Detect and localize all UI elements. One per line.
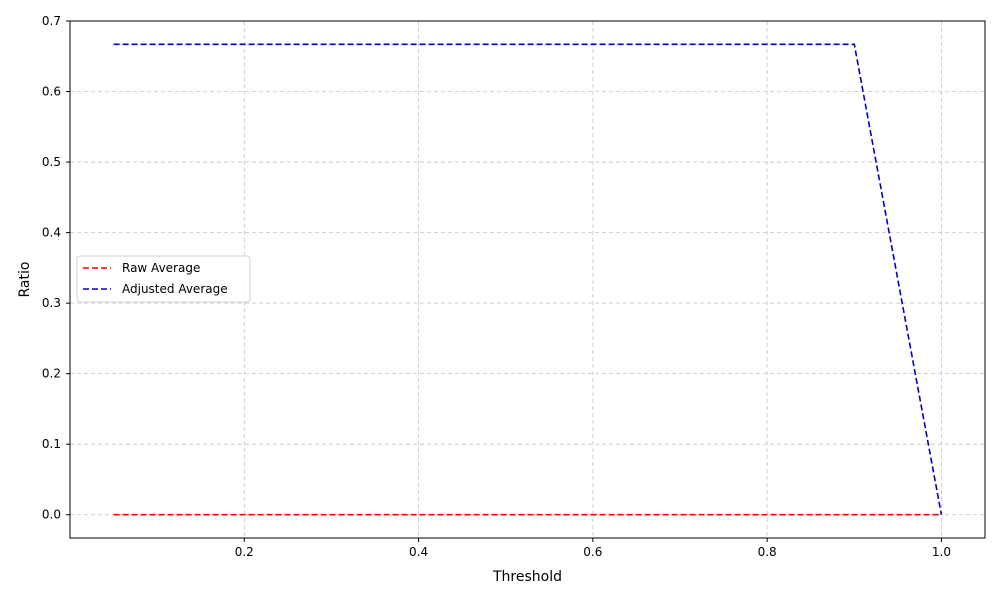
y-tick-label: 0.3 — [42, 296, 61, 310]
y-axis-ticks: 0.0 0.1 0.2 0.3 0.4 0.5 0.6 0.7 — [42, 14, 70, 522]
legend: Raw Average Adjusted Average — [76, 255, 251, 303]
y-tick-label: 0.0 — [42, 508, 61, 522]
x-axis-ticks: 0.2 0.4 0.6 0.8 1.0 — [235, 538, 951, 559]
legend-box — [76, 255, 251, 303]
x-tick-label: 0.2 — [235, 545, 254, 559]
y-tick-label: 0.5 — [42, 155, 61, 169]
x-tick-label: 0.8 — [758, 545, 777, 559]
y-tick-label: 0.1 — [42, 437, 61, 451]
y-tick-label: 0.4 — [42, 226, 61, 240]
x-tick-label: 1.0 — [932, 545, 951, 559]
y-axis-label: Ratio — [17, 262, 33, 298]
legend-label-adjusted-average: Adjusted Average — [122, 282, 228, 296]
x-tick-label: 0.6 — [583, 545, 602, 559]
y-tick-label: 0.2 — [42, 367, 61, 381]
y-tick-label: 0.7 — [42, 14, 61, 28]
y-tick-label: 0.6 — [42, 85, 61, 99]
plot-lines — [113, 43, 943, 516]
x-tick-label: 0.4 — [409, 545, 428, 559]
series-line-adjusted-average — [113, 43, 943, 515]
plot-frame — [69, 20, 986, 539]
x-axis-label: Threshold — [492, 569, 562, 585]
legend-label-raw-average: Raw Average — [122, 261, 200, 275]
